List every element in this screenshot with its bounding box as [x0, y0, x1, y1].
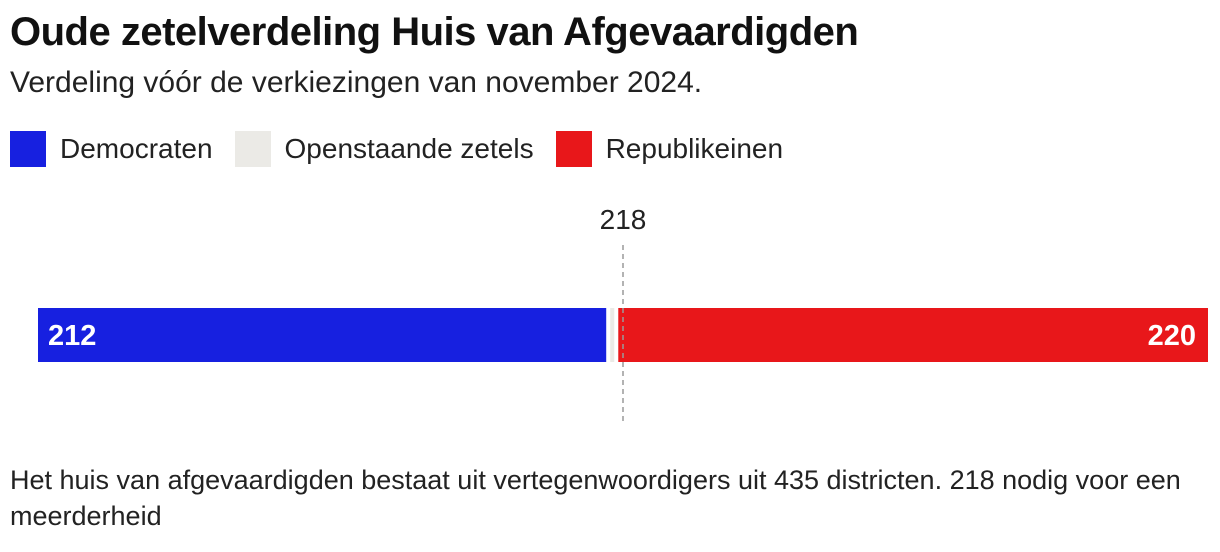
bar-label-republicans: 220: [1148, 320, 1196, 352]
bar-democrats: [38, 308, 607, 362]
chart-title: Oude zetelverdeling Huis van Afgevaardig…: [10, 10, 859, 54]
seat-bar-chart: 218 212 220: [38, 204, 1208, 425]
bar-republicans: [618, 308, 1208, 362]
bar-open-seats: [610, 308, 615, 362]
legend-swatch-democrats: [10, 131, 46, 167]
majority-label: 218: [600, 204, 647, 235]
legend: Democraten Openstaande zetels Republikei…: [10, 131, 805, 167]
legend-swatch-open-seats: [234, 131, 271, 167]
legend-label-democrats: Democraten: [60, 133, 213, 164]
legend-item-republicans: Republikeinen: [555, 131, 784, 167]
bars: 212 220: [38, 308, 1208, 362]
footnote: Het huis van afgevaardigden bestaat uit …: [10, 465, 1181, 531]
chart-subtitle: Verdeling vóór de verkiezingen van novem…: [10, 66, 703, 99]
legend-item-open-seats: Openstaande zetels: [234, 131, 534, 167]
legend-label-open-seats: Openstaande zetels: [284, 133, 534, 164]
legend-label-republicans: Republikeinen: [605, 133, 784, 164]
bar-label-democrats: 212: [48, 320, 96, 352]
legend-item-democrats: Democraten: [10, 131, 213, 167]
legend-swatch-republicans: [555, 131, 592, 167]
